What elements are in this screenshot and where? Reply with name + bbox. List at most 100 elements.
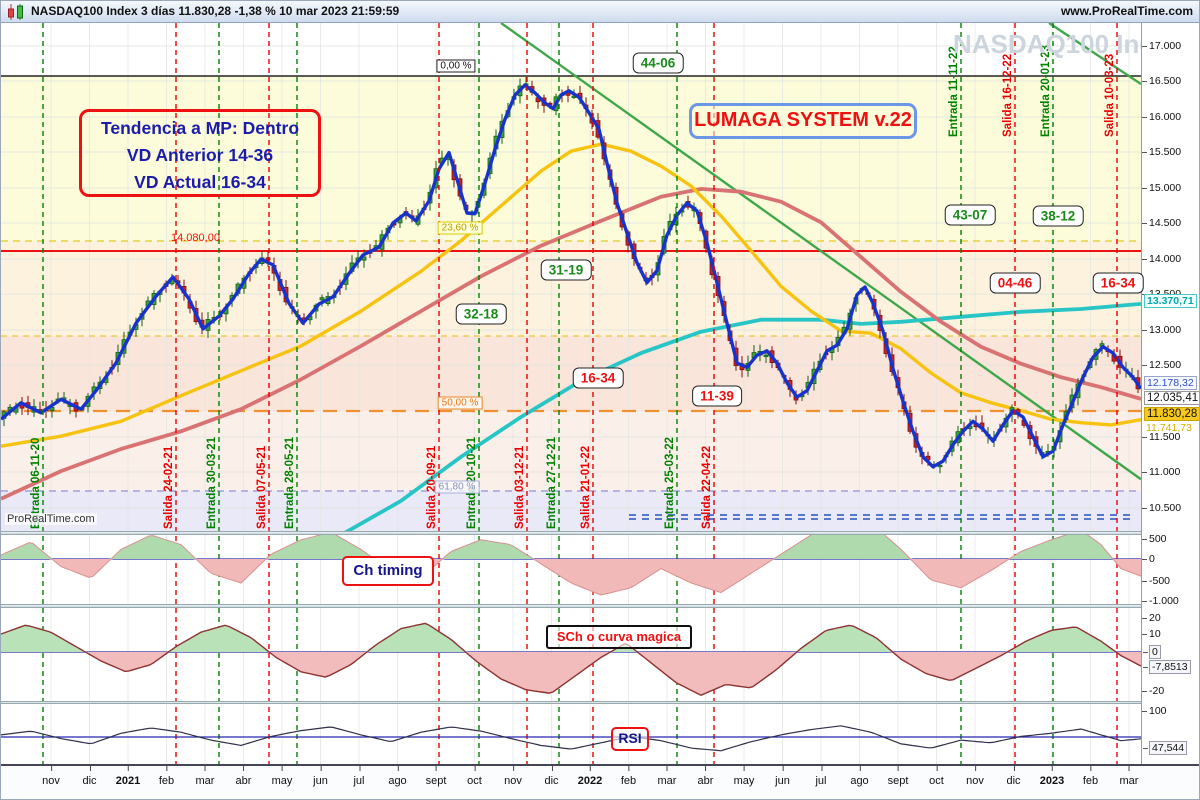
trend-line[interactable]	[1048, 23, 1141, 86]
entrada-label: Entrada 20-01-23	[1040, 45, 1052, 137]
panel-separator[interactable]	[1, 531, 1141, 535]
time-tick: ago	[388, 766, 407, 787]
time-tick: dic	[82, 766, 97, 787]
salida-label: Salida 24-02-21	[163, 445, 175, 529]
price-tick: 14.500	[1141, 217, 1182, 229]
trade-duration-label[interactable]: 31-19	[540, 259, 592, 281]
entrada-label: Entrada 30-03-21	[206, 436, 218, 529]
horizontal-line-price-label: 14.080,00	[171, 232, 220, 244]
time-tick: 2021	[115, 766, 141, 787]
ma-blue-line[interactable]	[1, 83, 1141, 469]
price-tick: 15.000	[1141, 182, 1182, 194]
time-tick: abr	[697, 766, 714, 787]
prorealtime-link[interactable]: www.ProRealTime.com	[1060, 4, 1193, 18]
trend-line[interactable]	[500, 23, 1141, 481]
ch-timing-areas	[1, 535, 1141, 596]
time-tick: 2022	[577, 766, 603, 787]
price-tag: 11.830,28	[1144, 407, 1199, 421]
indicator-tick: 10	[1142, 628, 1161, 640]
panel-label-rsi[interactable]: RSI	[611, 727, 649, 751]
time-tick: jun	[775, 766, 790, 787]
instrument-title: NASDAQ100 Index 3 días 11.830,28 -1,38 %…	[31, 4, 400, 18]
indicator-tick: -1.000	[1142, 595, 1179, 607]
ma-yellow-line[interactable]	[1, 142, 1141, 448]
price-axis[interactable]: 17.000 16.500 16.000 15.500 15.000 14.500 14.0…	[1141, 23, 1199, 764]
price-tick: 12.500	[1141, 359, 1182, 371]
tendencia-line-3: VD Actual 16-34	[134, 172, 266, 192]
trade-duration-label[interactable]: 16-34	[572, 367, 624, 389]
fib-percent-label: 61,80 %	[434, 480, 480, 494]
time-tick: feb	[620, 766, 637, 787]
time-tick: feb	[158, 766, 175, 787]
trade-duration-label[interactable]: 38-12	[1032, 205, 1084, 227]
rsi-line	[1, 725, 1141, 752]
sch-oscillator	[1, 622, 1141, 696]
price-tick: 14.000	[1141, 253, 1182, 265]
entrada-label: Entrada 27-12-21	[546, 436, 558, 529]
price-tick: 11.000	[1141, 466, 1181, 478]
indicator-tick: 20	[1142, 612, 1161, 624]
time-tick: may	[271, 766, 293, 787]
time-tick: dic	[1006, 766, 1021, 787]
indicator-tick: 47,544	[1142, 741, 1188, 755]
ma-red-line[interactable]	[1, 186, 1141, 501]
fib-percent-label: 50,00 %	[437, 396, 483, 410]
time-tick: mar	[195, 766, 215, 787]
entrada-label: Entrada 06-11-20	[30, 438, 42, 529]
fibonacci-zone	[1, 336, 1141, 411]
trade-duration-label[interactable]: 44-06	[632, 52, 684, 74]
brand-watermark: ProRealTime.com	[5, 513, 97, 525]
time-tick: 2023	[1039, 766, 1065, 787]
trade-duration-label[interactable]: 32-18	[455, 303, 507, 325]
trade-duration-label[interactable]: 11-39	[692, 385, 742, 407]
panel-label-sch[interactable]: SCh o curva magica	[546, 625, 692, 649]
panel-label-ch-timing[interactable]: Ch timing	[342, 556, 434, 586]
candlestick-icon	[17, 4, 24, 20]
salida-label: Salida 07-05-21	[256, 445, 268, 529]
salida-label: Salida 10-03-23	[1104, 54, 1116, 137]
indicator-tick: -20	[1141, 685, 1165, 697]
time-tick: nov	[966, 766, 984, 787]
price-tag: 11.741,73	[1146, 422, 1192, 434]
tendencia-annotation-box[interactable]: Tendencia a MP: Dentro VD Anterior 14-36…	[79, 109, 321, 197]
indicator-tick: -500	[1141, 575, 1171, 587]
time-tick: sept	[887, 766, 909, 787]
time-tick: jul	[815, 766, 827, 787]
trade-duration-label[interactable]: 43-07	[944, 204, 996, 226]
price-tick: 15.500	[1141, 146, 1182, 158]
price-tag: 12.035,41	[1144, 391, 1199, 405]
price-tag: 13.370,71	[1144, 294, 1197, 308]
chart-title-bar[interactable]: NASDAQ100 Index 3 días 11.830,28 -1,38 %…	[1, 1, 1199, 23]
price-tick: 16.500	[1141, 75, 1182, 87]
panel-separator[interactable]	[1, 604, 1141, 608]
system-name-box[interactable]: LUMAGA SYSTEM v.22	[689, 103, 917, 139]
indicator-tick: 100	[1142, 705, 1167, 717]
time-tick: ago	[850, 766, 869, 787]
indicator-tick: -7,8513	[1143, 660, 1191, 674]
tendencia-line-1: Tendencia a MP: Dentro	[100, 118, 300, 138]
price-tag: 12.178,32	[1144, 376, 1197, 390]
time-tick: mar	[657, 766, 677, 787]
salida-label: Salida 20-09-21	[426, 445, 438, 529]
time-tick: mar	[1119, 766, 1139, 787]
trade-duration-label[interactable]: 04-46	[989, 272, 1041, 294]
time-tick: jun	[313, 766, 328, 787]
fib-percent-label: 0,00 %	[436, 59, 476, 73]
panel-separator[interactable]	[1, 701, 1141, 704]
salida-label: Salida 22-04-22	[701, 446, 713, 529]
time-tick: nov	[42, 766, 60, 787]
fibonacci-zone	[1, 241, 1141, 336]
ma-cyan-line[interactable]	[341, 302, 1141, 535]
trade-duration-label[interactable]: 16-34	[1092, 272, 1144, 294]
salida-label: Salida 16-12-22	[1002, 54, 1014, 137]
indicator-tick: 500	[1142, 533, 1167, 545]
entrada-label: Entrada 25-03-22	[664, 437, 676, 529]
time-axis[interactable]: nov dic 2021 feb mar abr may jun jul ago sept oct no…	[1, 764, 1199, 799]
price-tick: 17.000	[1141, 40, 1182, 52]
time-tick: dic	[544, 766, 559, 787]
entrada-label: Entrada 11-11-22	[948, 46, 960, 137]
price-tick: 11.500	[1141, 431, 1181, 443]
time-tick: oct	[467, 766, 482, 787]
time-tick: may	[733, 766, 755, 787]
indicator-tick: 0	[1142, 553, 1155, 565]
